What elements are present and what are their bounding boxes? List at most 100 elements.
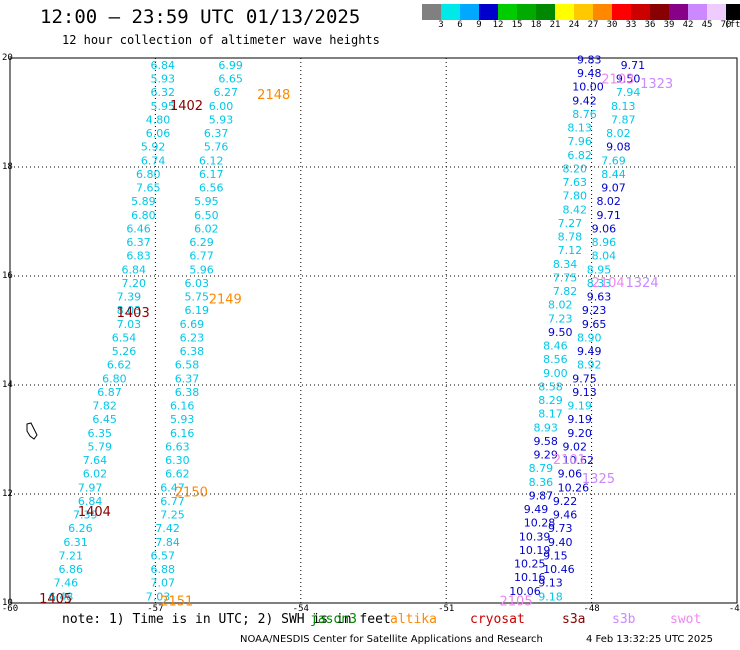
- wave-height-point: 8.36: [529, 476, 554, 489]
- wave-height-point: 8.33: [587, 277, 612, 290]
- wave-height-point: 8.56: [543, 353, 568, 366]
- wave-height-point: 6.12: [199, 154, 224, 167]
- y-tick-label: 20: [2, 53, 13, 63]
- scale-label: 15: [511, 20, 523, 30]
- scale-swatch: [422, 4, 441, 20]
- wave-height-point: 8.46: [543, 340, 568, 353]
- wave-height-point: 6.80: [136, 168, 161, 181]
- scale-swatch: [498, 4, 517, 20]
- scale-swatch: [707, 4, 726, 20]
- pass-label: 2151: [160, 595, 193, 610]
- scale-swatch: [441, 4, 460, 20]
- scale-label: 42: [682, 20, 694, 30]
- color-scale: [422, 4, 740, 20]
- credit-line: NOAA/NESDIS Center for Satellite Applica…: [240, 634, 543, 645]
- scale-swatch: [669, 4, 688, 20]
- wave-height-point: 6.82: [567, 149, 592, 162]
- wave-height-point: 5.93: [151, 73, 176, 86]
- wave-height-point: 6.30: [165, 454, 190, 467]
- wave-height-point: 10.28: [524, 517, 556, 530]
- wave-height-point: 6.88: [151, 563, 176, 576]
- wave-height-point: 8.03: [117, 304, 142, 317]
- scale-swatch: [650, 4, 669, 20]
- wave-height-point: 9.75: [572, 372, 597, 385]
- wave-height-point: 10.46: [543, 563, 575, 576]
- wave-height-point: 6.56: [199, 182, 224, 195]
- wave-height-point: 8.58: [538, 380, 563, 393]
- wave-height-point: 8.93: [533, 421, 558, 434]
- x-tick-label: -57: [147, 604, 163, 614]
- x-tick-label: -48: [583, 604, 599, 614]
- x-tick-label: -54: [293, 604, 309, 614]
- scale-label: 70: [720, 20, 732, 30]
- wave-height-point: 6.84: [78, 495, 103, 508]
- wave-height-point: 9.23: [582, 304, 607, 317]
- wave-height-point: 8.20: [563, 162, 588, 175]
- wave-height-point: 8.79: [529, 462, 554, 475]
- wave-height-point: 6.37: [175, 372, 200, 385]
- x-tick-label: -60: [2, 604, 18, 614]
- wave-height-point: 6.26: [68, 522, 93, 535]
- wave-height-point: 9.13: [572, 386, 597, 399]
- wave-height-point: 6.84: [151, 59, 176, 72]
- wave-height-point: 8.42: [563, 203, 588, 216]
- wave-height-point: 6.38: [175, 386, 200, 399]
- wave-height-point: 6.00: [209, 100, 234, 113]
- wave-height-point: 9.13: [538, 577, 563, 590]
- wave-height-point: 6.77: [189, 250, 214, 263]
- pass-label: 2103: [601, 73, 634, 88]
- wave-height-point: 6.80: [102, 372, 127, 385]
- wave-height-point: 9.71: [621, 59, 646, 72]
- wave-height-point: 5.26: [112, 345, 137, 358]
- wave-height-point: 7.87: [611, 113, 636, 126]
- wave-height-point: 6.17: [199, 168, 224, 181]
- wave-height-point: 7.12: [558, 244, 583, 257]
- scale-swatch: [460, 4, 479, 20]
- wave-height-point: 8.44: [601, 168, 626, 181]
- wave-height-point: 5.75: [184, 291, 209, 304]
- pass-label: 1325: [582, 472, 615, 487]
- wave-height-point: 10.19: [519, 544, 551, 557]
- scale-swatch: [631, 4, 650, 20]
- footer-note: note: 1) Time is in UTC; 2) SWH is in fe…: [62, 612, 391, 627]
- legend-swot: swot: [670, 612, 702, 627]
- wave-height-point: 5.96: [189, 263, 214, 276]
- scale-swatch: [726, 4, 740, 20]
- wave-height-point: 6.23: [180, 331, 205, 344]
- wave-height-point: 7.69: [601, 154, 626, 167]
- wave-height-point: 6.62: [107, 359, 132, 372]
- scale-swatch: [688, 4, 707, 20]
- plot-frame: [9, 57, 738, 604]
- pass-label: 1324: [626, 276, 659, 291]
- wave-height-values: 6.845.936.325.954.806.065.926.746.807.65…: [49, 53, 645, 603]
- wave-height-point: 6.16: [170, 427, 195, 440]
- wave-height-point: 8.04: [592, 250, 617, 263]
- island-outline: [26, 422, 38, 440]
- wave-height-point: 6.35: [88, 427, 113, 440]
- wave-height-point: 9.29: [533, 449, 558, 462]
- pass-label: 1323: [640, 77, 673, 92]
- wave-height-point: 9.73: [548, 522, 573, 535]
- scale-label: 27: [587, 20, 599, 30]
- wave-height-point: 6.27: [214, 86, 239, 99]
- pass-label: 1402: [170, 99, 203, 114]
- wave-height-point: 5.95: [151, 100, 176, 113]
- pass-label: 2101: [553, 453, 586, 468]
- wave-height-point: 8.29: [538, 394, 563, 407]
- wave-height-point: 8.95: [587, 263, 612, 276]
- wave-height-point: 6.57: [151, 549, 176, 562]
- wave-height-point: 7.03: [146, 590, 171, 603]
- wave-height-point: 9.20: [567, 427, 592, 440]
- axis-ticks: -60 -57 -54 -51 -48 -45 20 18 16 14 12 10: [2, 53, 740, 614]
- wave-height-point: 8.13: [611, 100, 636, 113]
- grid-lines: [10, 58, 737, 603]
- wave-height-point: 6.50: [194, 209, 219, 222]
- y-tick-label: 12: [2, 489, 13, 499]
- wave-height-point: 10.06: [509, 585, 541, 598]
- scale-label: 39: [663, 20, 675, 30]
- scale-label: 6: [457, 20, 463, 30]
- wave-height-point: 9.42: [572, 94, 597, 107]
- wave-height-point: 6.47: [160, 481, 185, 494]
- wave-height-point: 7.20: [121, 277, 145, 290]
- wave-height-point: 6.54: [112, 331, 137, 344]
